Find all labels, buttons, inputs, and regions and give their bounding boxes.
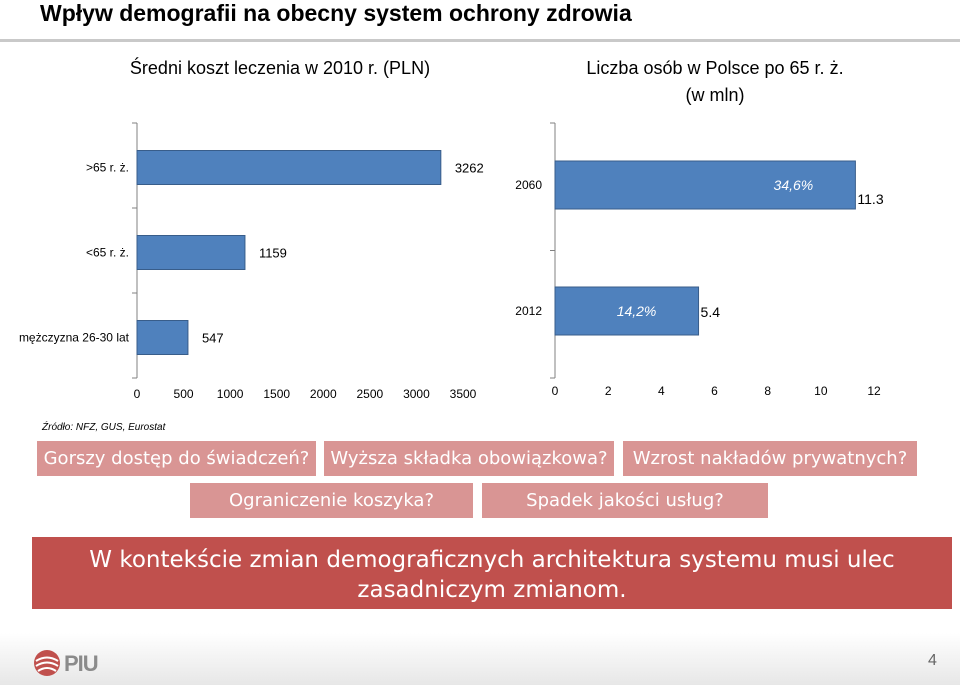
cost-x-tick-label: 500 (174, 387, 194, 401)
cost-category-label: <65 r. ż. (86, 246, 129, 260)
population-category-label: 2060 (515, 178, 542, 192)
population-chart-title: Liczba osób w Polsce po 65 r. ż. (w mln) (540, 58, 890, 106)
question-quality: Spadek jakości usług? (482, 483, 768, 518)
population-category-label: 2012 (515, 304, 542, 318)
question-contribution: Wyższa składka obowiązkowa? (324, 441, 614, 476)
population-data-label: 11.3 (857, 191, 883, 207)
conclusion-line-2: zasadniczym zmianom. (357, 577, 627, 603)
question-access: Gorszy dostęp do świadczeń? (37, 441, 316, 476)
question-basket: Ograniczenie koszyka? (190, 483, 473, 518)
conclusion-banner: W kontekście zmian demograficznych archi… (32, 537, 952, 609)
population-x-tick-label: 0 (552, 384, 559, 398)
page-number: 4 (928, 652, 937, 669)
population-x-tick-label: 6 (711, 384, 718, 398)
slide-title: Wpływ demografii na obecny system ochron… (40, 0, 632, 26)
charts-canvas: 3262 >65 r. ż. 1159 <65 r. ż. 547 mężczyzna 2… (19, 122, 884, 401)
population-bar (554, 160, 856, 210)
cost-x-tick-label: 3000 (403, 387, 430, 401)
cost-chart-title: Średni koszt leczenia w 2010 r. (PLN) (129, 58, 431, 78)
source-note: Źródło: NFZ, GUS, Eurostat (42, 422, 166, 433)
population-x-tick-label: 2 (605, 384, 612, 398)
cost-data-label: 3262 (455, 161, 484, 176)
population-share-label: 34,6% (774, 177, 814, 193)
population-bar (554, 286, 700, 336)
cost-x-tick-label: 3500 (450, 387, 477, 401)
population-x-tick-label: 12 (867, 384, 881, 398)
population-x-tick-label: 10 (814, 384, 828, 398)
cost-x-tick-label: 1500 (263, 387, 290, 401)
population-chart-title-line: Liczba osób w Polsce po 65 r. ż. (586, 58, 844, 78)
cost-category-label: mężczyzna 26-30 lat (19, 331, 130, 345)
cost-x-tick-label: 2000 (310, 387, 337, 401)
question-private-spending: Wzrost nakładów prywatnych? (623, 441, 917, 476)
cost-bar (136, 235, 246, 270)
population-share-label: 14,2% (617, 303, 657, 319)
cost-bar (136, 150, 442, 185)
cost-category-label: >65 r. ż. (86, 161, 129, 175)
cost-data-label: 547 (202, 331, 224, 346)
piu-logo-text: PIU (64, 651, 99, 676)
population-data-label: 5.4 (701, 304, 721, 320)
cost-x-tick-label: 1000 (217, 387, 244, 401)
title-divider (0, 39, 960, 42)
cost-x-tick-label: 2500 (357, 387, 384, 401)
cost-data-label: 1159 (259, 246, 287, 261)
cost-bar (136, 320, 189, 355)
population-chart-subtitle: (w mln) (685, 85, 745, 105)
piu-logo-icon (34, 650, 60, 676)
conclusion-line-1: W kontekście zmian demograficznych archi… (89, 547, 895, 573)
population-x-tick-label: 4 (658, 384, 665, 398)
population-x-tick-label: 8 (764, 384, 771, 398)
cost-x-tick-label: 0 (134, 387, 141, 401)
footer-band (0, 633, 960, 685)
